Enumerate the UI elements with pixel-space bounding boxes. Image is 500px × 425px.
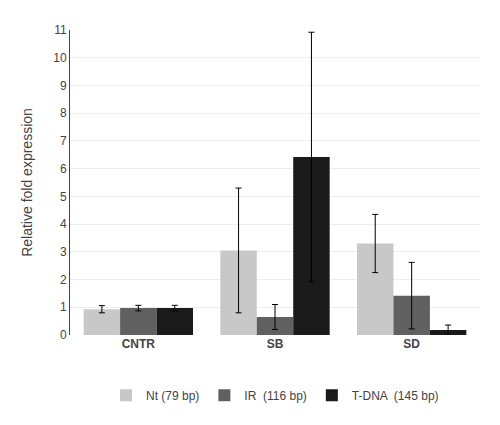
svg-text:2: 2 <box>60 273 67 287</box>
svg-text:CNTR: CNTR <box>122 337 156 351</box>
svg-text:8: 8 <box>60 106 67 120</box>
svg-text:Nt (79 bp): Nt (79 bp) <box>146 389 199 403</box>
svg-text:T-DNA (145 bp): T-DNA (145 bp) <box>352 389 439 403</box>
svg-text:1: 1 <box>60 300 67 314</box>
svg-text:5: 5 <box>60 190 67 204</box>
svg-text:4: 4 <box>60 217 67 231</box>
svg-text:SB: SB <box>267 337 284 351</box>
svg-text:9: 9 <box>60 79 67 93</box>
svg-text:SD: SD <box>403 337 420 351</box>
svg-text:0: 0 <box>60 328 67 342</box>
svg-text:10: 10 <box>53 51 67 65</box>
svg-text:11: 11 <box>54 23 67 37</box>
svg-text:3: 3 <box>60 245 67 259</box>
svg-text:IR (116 bp): IR (116 bp) <box>244 389 306 403</box>
svg-text:Relative fold expression: Relative fold expression <box>19 108 35 257</box>
svg-text:7: 7 <box>60 134 67 148</box>
svg-text:6: 6 <box>60 162 67 176</box>
